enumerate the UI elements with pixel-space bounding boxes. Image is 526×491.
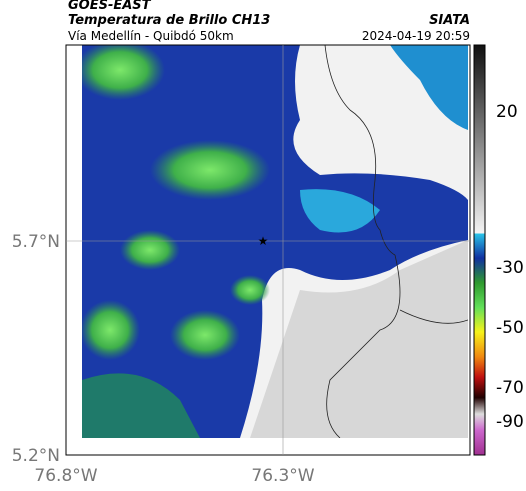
- map-frame: [65, 44, 471, 456]
- source: SIATA: [429, 13, 470, 28]
- city-marker: ★: [258, 234, 269, 248]
- datetime: 2024-04-19 20:59: [362, 29, 470, 43]
- satellite-image: [82, 45, 468, 438]
- lon-label: 76.8°W: [34, 466, 97, 486]
- colorbar-label: -70: [496, 378, 524, 398]
- lon-label: 76.3°W: [251, 466, 314, 486]
- colorbar-label: -30: [496, 258, 524, 278]
- lat-label: 5.2°N: [12, 446, 60, 466]
- location: Vía Medellín - Quibdó 50km: [68, 29, 234, 43]
- colorbar-label: -50: [496, 318, 524, 338]
- colorbar-label: 20: [496, 102, 518, 122]
- subtitle: Temperatura de Brillo CH13: [68, 13, 270, 28]
- title: GOES-EAST: [68, 0, 152, 13]
- lat-label: 5.7°N: [12, 232, 60, 252]
- colorbar-label: -90: [496, 412, 524, 432]
- colorbar: [473, 44, 486, 456]
